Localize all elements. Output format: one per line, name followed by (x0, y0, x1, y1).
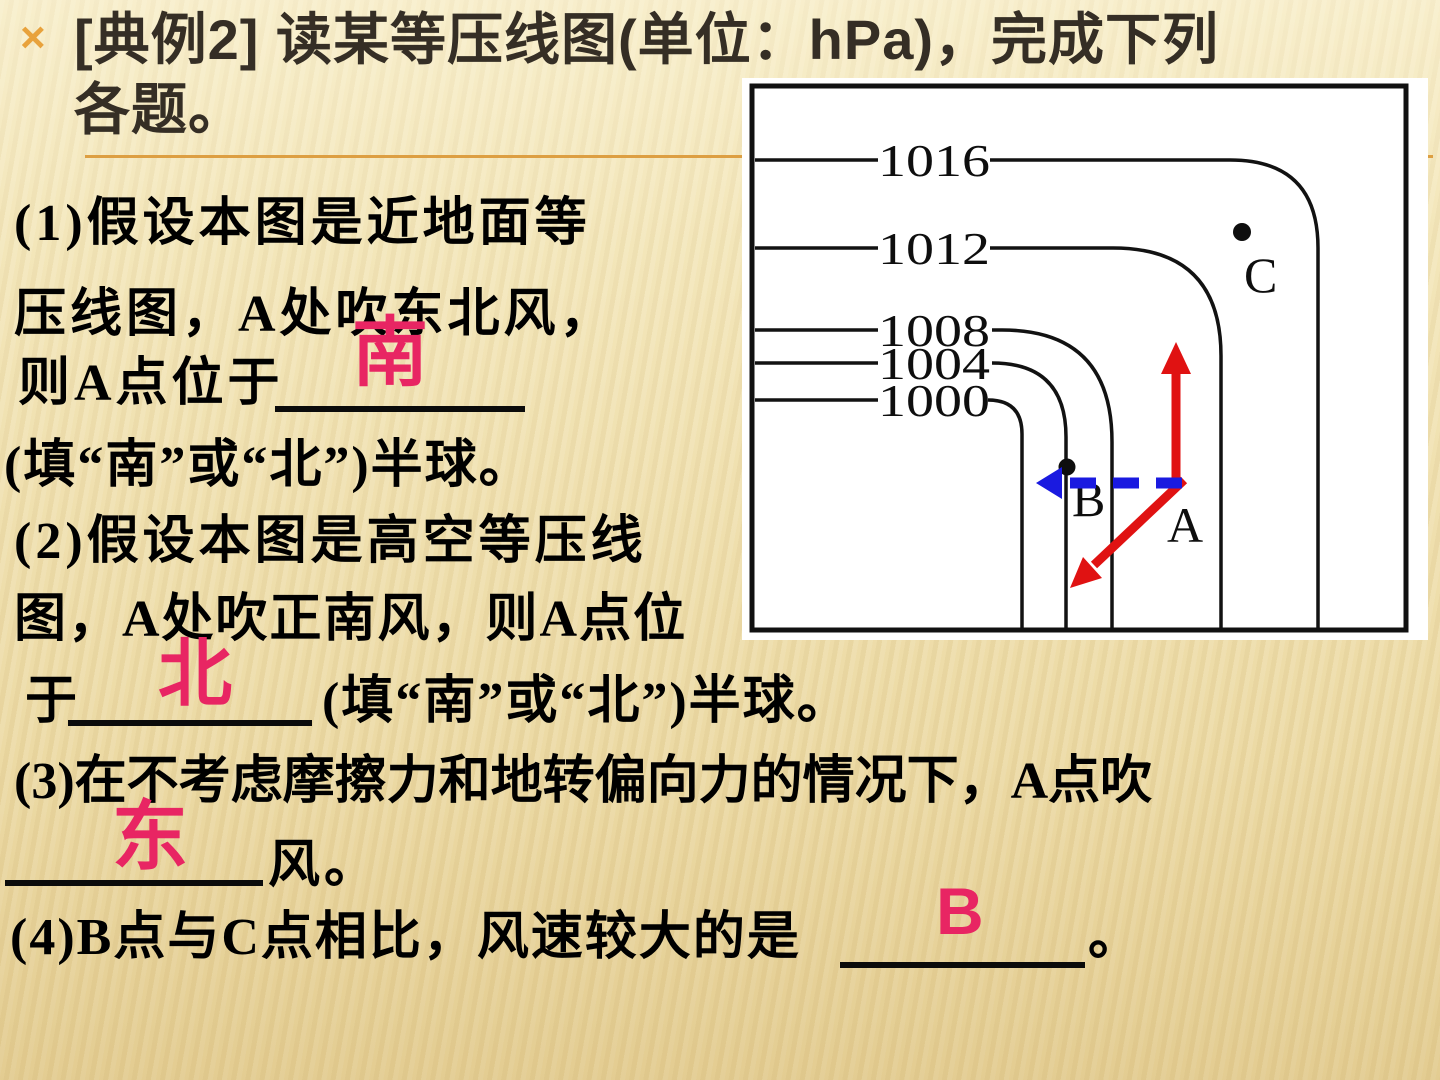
q2-line3-suffix: (填“南”或“北”)半球。 (322, 673, 851, 730)
q4-suffix: 。 (1088, 909, 1145, 966)
red-diagonal-arrow (1070, 476, 1188, 588)
q2-answer-blank (68, 720, 312, 726)
isobar-1008-curve (992, 328, 1114, 628)
q3-answer: 东 (112, 796, 188, 880)
isobar-label-1004: 1004 (878, 338, 990, 389)
point-b-dot (1058, 458, 1076, 476)
q2-line1: (2)假设本图是高空等压线 (14, 513, 647, 570)
isobar-1004-curve (991, 361, 1068, 628)
isobar-label-1016: 1016 (878, 135, 990, 186)
isobar-label-1008: 1008 (878, 305, 990, 356)
diagram-border (749, 83, 1409, 633)
slide-title-line2: 各题。 (74, 78, 245, 141)
q2-answer: 北 (158, 634, 232, 716)
q1-line3-prefix: 则A点位于 (18, 355, 284, 412)
slide-title-line1: [典例2] 读某等压线图(单位：hPa)，完成下列 (74, 8, 1219, 71)
isobar-1016-curve (990, 158, 1320, 628)
q4-prefix: (4)B点与C点相比，风速较大的是 (10, 909, 801, 966)
point-c-dot (1233, 223, 1251, 241)
q2-line2: 图，A处吹正南风，则A点位 (14, 591, 688, 648)
point-a-label: A (1167, 497, 1203, 553)
q4-answer: B (936, 874, 984, 948)
q1-answer: 南 (352, 312, 428, 396)
q1-line1: (1)假设本图是近地面等 (14, 195, 591, 252)
isobar-1012-curve (990, 246, 1223, 628)
q4-answer-blank (840, 962, 1085, 968)
q1-answer-blank (275, 406, 525, 412)
q3-line1: (3)在不考虑摩擦力和地转偏向力的情况下，A点吹 (14, 753, 1153, 810)
q1-line2: 压线图，A处吹东北风， (14, 286, 616, 343)
isobar-label-1000: 1000 (878, 375, 990, 426)
bullet-cross-icon: × (20, 13, 46, 62)
q3-answer-blank (5, 880, 263, 886)
q3-line2-suffix: 风。 (268, 837, 381, 894)
isobar-label-1012: 1012 (878, 223, 990, 274)
isobar-diagram: 1016 1012 1008 1004 1000 C B A (742, 78, 1428, 640)
isobar-1000-curve (987, 398, 1024, 628)
point-c-label: C (1244, 247, 1277, 303)
red-up-arrow (1161, 342, 1191, 484)
blue-dashed-arrow (1036, 467, 1182, 499)
q1-line4: (填“南”或“北”)半球。 (4, 437, 533, 494)
